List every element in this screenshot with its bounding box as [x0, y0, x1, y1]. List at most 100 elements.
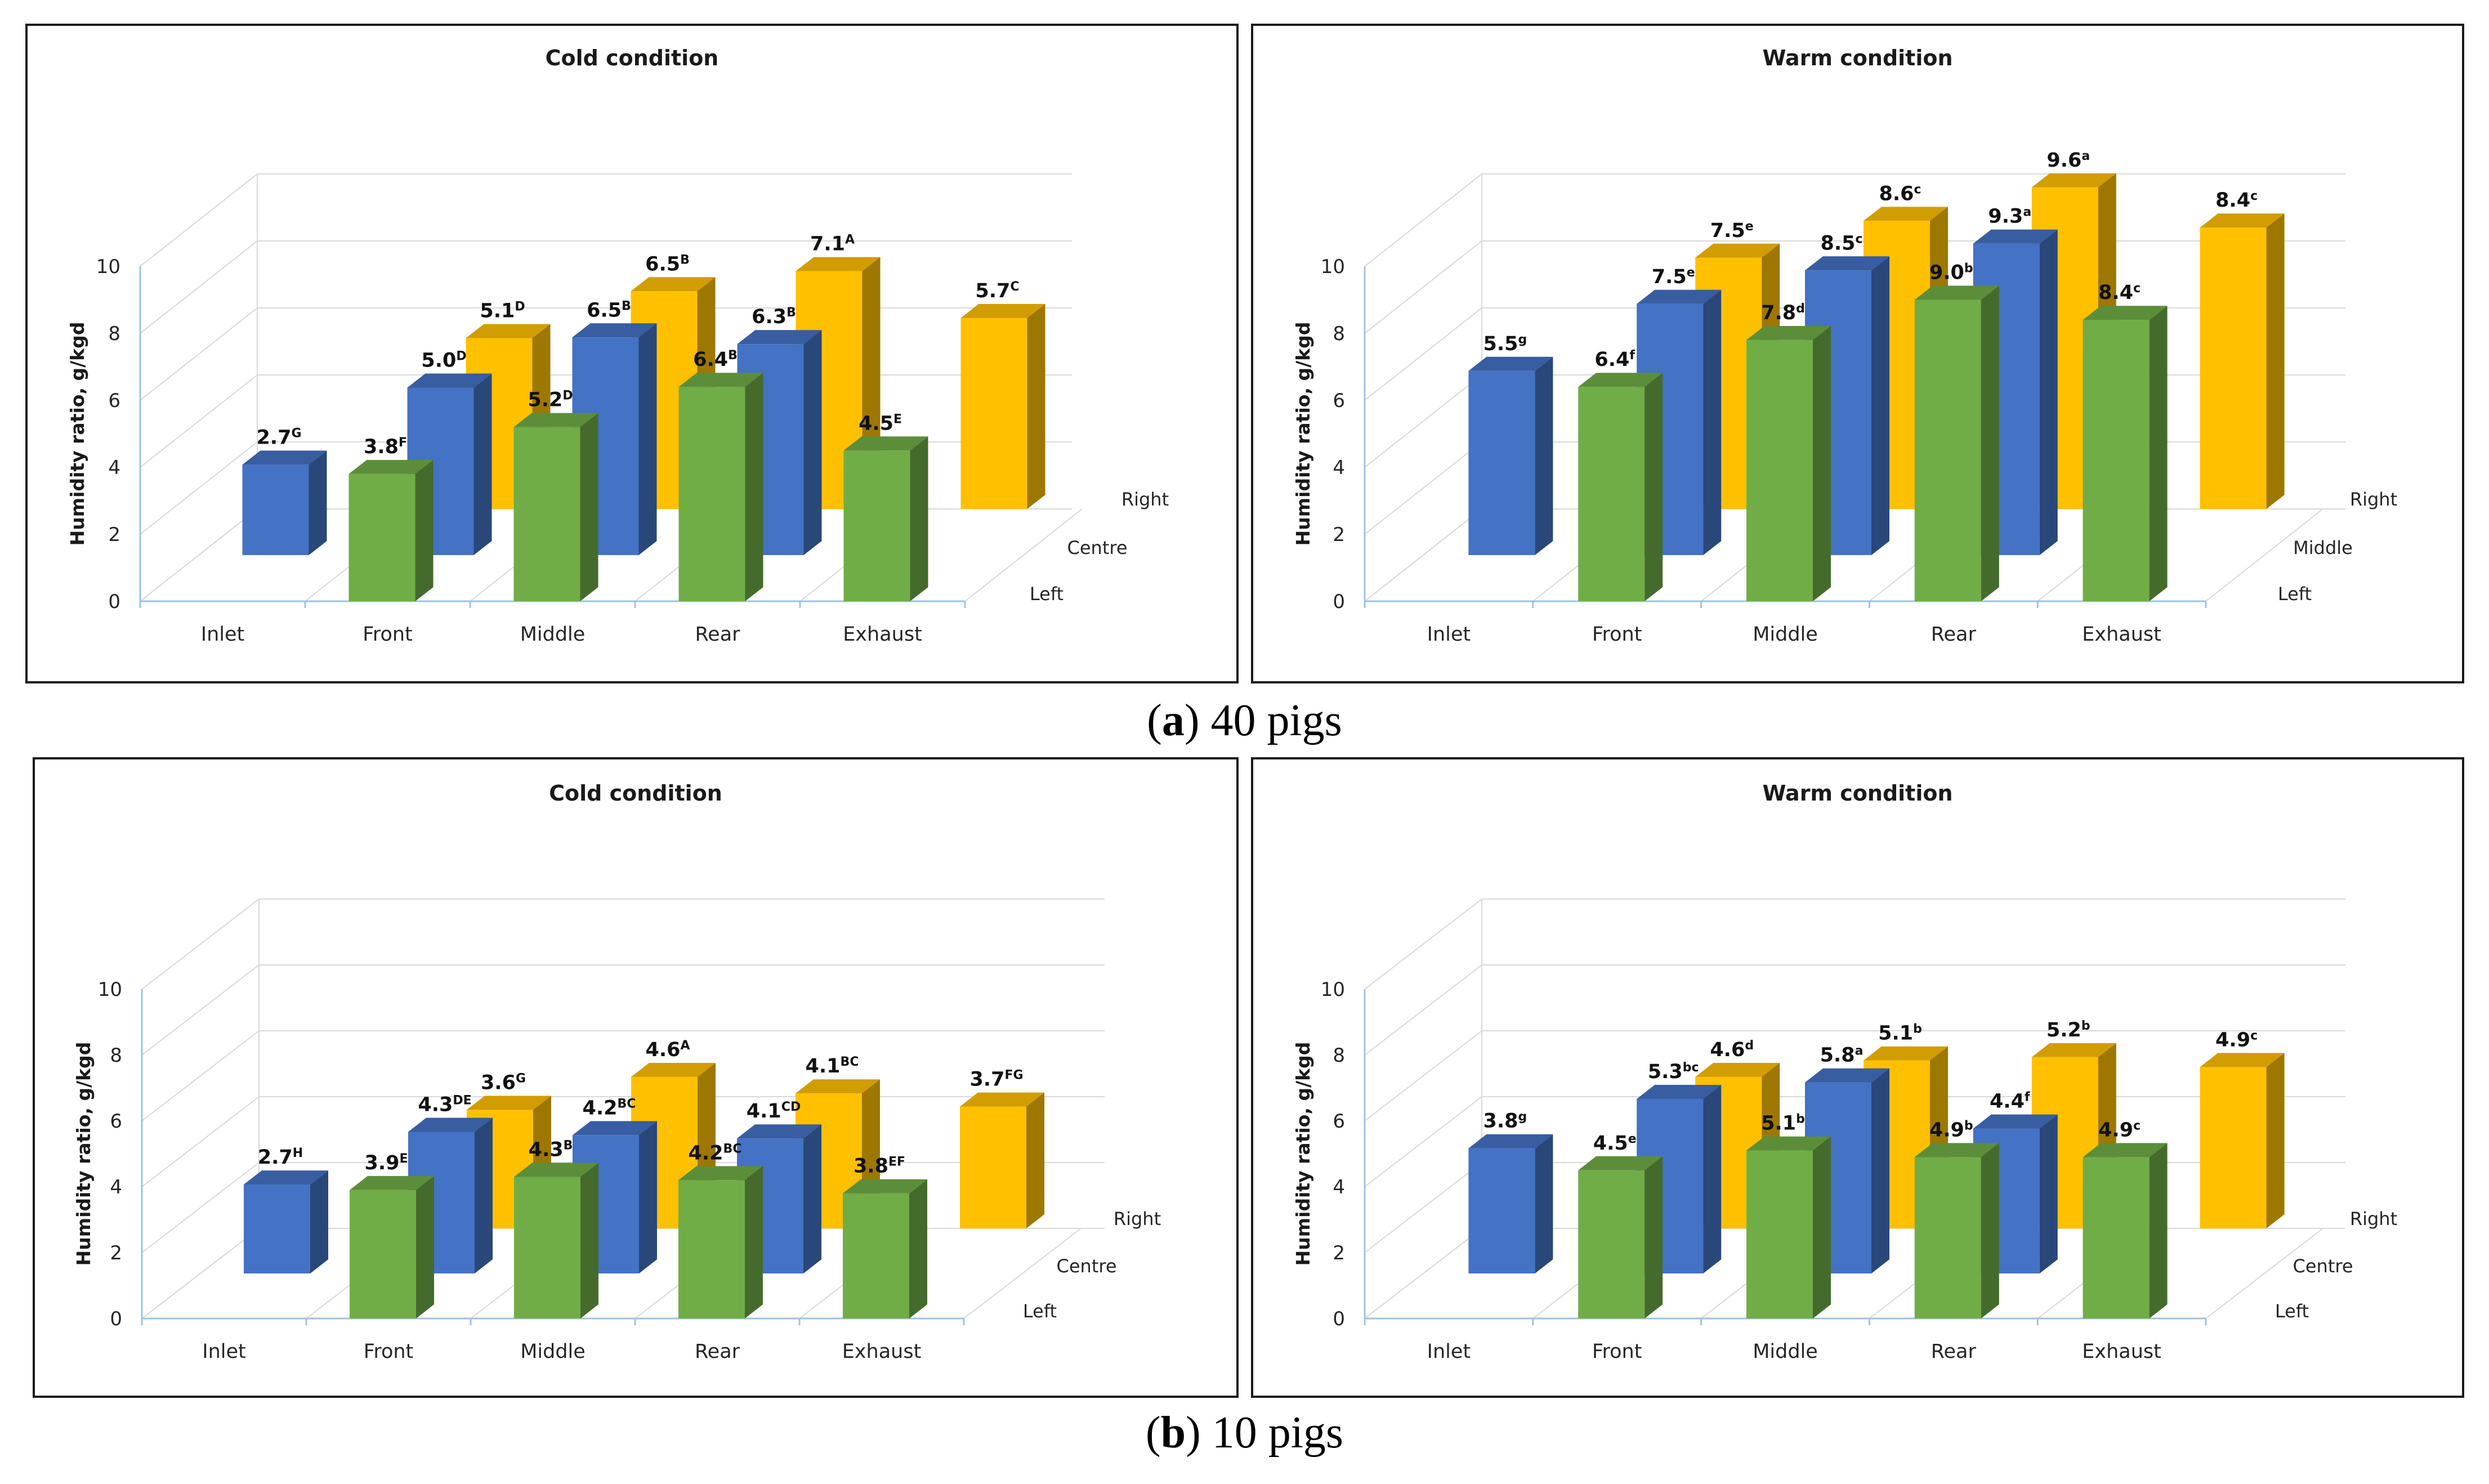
category-label: Middle — [520, 623, 586, 646]
data-label: 4.9c — [2098, 1119, 2141, 1141]
bar-side — [1981, 1143, 1999, 1318]
bar-front — [1468, 1148, 1535, 1273]
category-label: Front — [363, 623, 413, 646]
data-label: 4.5E — [859, 412, 902, 435]
chart-svg: Cold condition 0 2 4 6 8 10 Humidity ratio, g/k… — [66, 46, 1169, 646]
bar-top — [631, 1062, 716, 1077]
bar-front — [1746, 339, 1813, 601]
bar-top — [1864, 1046, 1948, 1061]
bar-side — [803, 1124, 821, 1273]
chart-svg: Warm condition 0 2 4 6 8 10 Humidity ratio, g/k… — [1292, 781, 2397, 1363]
data-label: 7.1A — [810, 233, 855, 256]
bar-top — [514, 1163, 598, 1177]
bar-top — [1805, 1068, 1889, 1083]
data-label: 4.5e — [1593, 1132, 1637, 1155]
bar-top — [1973, 1114, 2058, 1129]
y-tick-label: 2 — [108, 524, 120, 546]
bar-side — [310, 1170, 328, 1273]
data-label: 4.2BC — [583, 1097, 636, 1119]
bar-top — [1468, 356, 1553, 371]
bar-left: 4.3B — [514, 1138, 598, 1318]
bar-top — [408, 1118, 493, 1132]
data-label: 7.5e — [1652, 266, 1695, 288]
bar-centre: 2.7G — [242, 426, 327, 555]
bar-front — [960, 1106, 1026, 1228]
gridline-side — [1364, 899, 1482, 990]
bar-side — [2039, 1114, 2058, 1273]
bar-top — [350, 1175, 434, 1190]
y-tick-label: 4 — [1333, 457, 1345, 479]
bar-top — [572, 323, 657, 338]
data-label: 3.8g — [1483, 1110, 1527, 1133]
bar-top — [513, 413, 598, 427]
bar-right: 5.7C — [960, 280, 1045, 509]
category-label: Inlet — [202, 1340, 246, 1363]
series-label: Centre — [1067, 537, 1128, 558]
data-label: 3.6G — [481, 1071, 526, 1094]
category-label: Rear — [695, 1340, 740, 1363]
data-label: 5.2b — [2046, 1019, 2090, 1042]
bar-top — [1805, 256, 1889, 271]
y-tick-label: 2 — [110, 1242, 122, 1264]
data-label: 4.9c — [2215, 1029, 2258, 1051]
bar-side — [580, 1163, 598, 1318]
bars: 5.1D 6.5B 7.1A 5.7C 2.7G 5.0D 6.5B 6.3B 3.8F 5.2D… — [242, 233, 1045, 601]
y-tick-label: 8 — [108, 323, 120, 345]
bar-side — [1981, 285, 1999, 601]
bar-front — [513, 427, 580, 601]
gridline-side — [140, 374, 258, 468]
bar-top — [2083, 306, 2168, 320]
data-label: 3.7FG — [969, 1069, 1023, 1091]
gridline-side — [141, 1096, 260, 1187]
bar-front — [678, 387, 745, 601]
bar-side — [2266, 1053, 2285, 1228]
chart-title: Cold condition — [549, 781, 722, 806]
gridline-side — [140, 307, 258, 401]
series-label: Left — [1023, 1300, 1057, 1322]
series-label: Centre — [2293, 1255, 2353, 1277]
data-label: 5.1b — [1878, 1022, 1922, 1045]
series-label: Right — [2350, 489, 2397, 510]
data-label: 4.1CD — [747, 1100, 801, 1123]
gridline-side — [1364, 307, 1482, 401]
data-label: 6.4f — [1594, 348, 1635, 371]
bar-top — [1637, 289, 1722, 304]
bar-front — [843, 450, 910, 601]
bar-left: 3.9E — [350, 1152, 434, 1318]
data-label: 5.0D — [421, 350, 466, 372]
bar-side — [1535, 1134, 1553, 1273]
bar-right: 3.7FG — [960, 1069, 1044, 1228]
floor-line — [141, 1228, 260, 1319]
category-label: Middle — [520, 1340, 586, 1363]
bar-front — [244, 1184, 310, 1273]
gridline-side — [1364, 964, 1482, 1056]
bar-left: 6.4f — [1578, 348, 1663, 601]
bar-front — [1914, 1157, 1981, 1318]
data-label: 7.5e — [1710, 220, 1754, 242]
category-label: Rear — [1931, 623, 1977, 646]
bar-side — [1871, 1068, 1889, 1273]
caption-a: (a) 40 pigs — [1147, 696, 1342, 745]
chart-panel-a-warm: Warm condition 0 2 4 6 8 10 Humidity ratio, g/k… — [1251, 24, 2464, 683]
bar-left: 8.4c — [2083, 281, 2168, 601]
floor-line — [963, 1228, 1082, 1319]
data-label: 5.1b — [1761, 1112, 1805, 1135]
bar-side — [1645, 373, 1663, 601]
bar-left: 4.9b — [1914, 1119, 1999, 1318]
data-label: 8.6c — [1879, 182, 1921, 205]
data-label: 2.7H — [258, 1146, 303, 1169]
bar-left: 9.0b — [1914, 262, 1999, 601]
category-label: Rear — [695, 623, 740, 646]
bar-side — [1871, 256, 1889, 555]
bar-side — [1813, 325, 1831, 601]
y-tick-label: 4 — [108, 457, 120, 479]
y-tick-label: 0 — [110, 1308, 122, 1330]
bar-top — [1695, 1062, 1780, 1077]
gridline-side — [140, 441, 258, 535]
bar-front — [960, 318, 1027, 509]
bar-front — [348, 473, 415, 601]
bar-side — [638, 323, 657, 555]
bar-side — [909, 1179, 927, 1318]
bar-top — [843, 436, 928, 451]
category-label: Exhaust — [2082, 1340, 2161, 1363]
